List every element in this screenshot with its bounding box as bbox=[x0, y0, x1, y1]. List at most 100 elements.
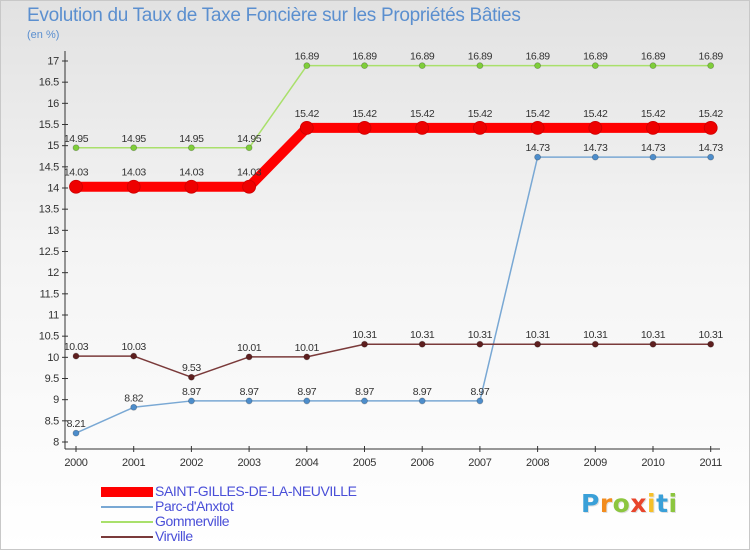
y-tick-label: 8.5 bbox=[45, 415, 60, 427]
series-point-0 bbox=[588, 120, 603, 135]
series-point-2 bbox=[591, 62, 599, 70]
logo-letter: P bbox=[581, 489, 600, 518]
logo-letter: r bbox=[599, 489, 613, 518]
series-point-0 bbox=[703, 120, 718, 135]
data-label: 10.31 bbox=[525, 329, 550, 341]
series-point-0 bbox=[126, 179, 141, 194]
x-tick-label: 2002 bbox=[180, 457, 203, 469]
data-label: 8.97 bbox=[355, 386, 374, 398]
data-label: 14.03 bbox=[64, 167, 89, 179]
data-label: 15.42 bbox=[295, 108, 320, 120]
series-point-1 bbox=[245, 397, 253, 405]
x-tick-label: 2010 bbox=[641, 457, 664, 469]
y-tick-label: 13 bbox=[47, 225, 59, 237]
x-tick-label: 2008 bbox=[526, 457, 549, 469]
y-tick-label: 10 bbox=[47, 352, 59, 364]
data-label: 10.31 bbox=[352, 329, 377, 341]
y-tick-label: 8 bbox=[53, 437, 59, 449]
series-point-3 bbox=[418, 340, 426, 348]
logo-letter: i bbox=[647, 489, 657, 518]
x-tick-label: 2006 bbox=[411, 457, 434, 469]
data-label: 8.97 bbox=[470, 386, 489, 398]
data-label: 16.89 bbox=[352, 51, 377, 63]
data-label: 10.31 bbox=[468, 329, 493, 341]
logo-letter: x bbox=[630, 489, 647, 518]
y-tick-label: 12 bbox=[47, 267, 59, 279]
y-tick-label: 17 bbox=[47, 56, 59, 68]
series-point-2 bbox=[72, 144, 80, 152]
data-label: 15.42 bbox=[352, 108, 377, 120]
series-point-1 bbox=[707, 153, 715, 161]
y-tick-label: 12.5 bbox=[39, 246, 59, 258]
y-tick-label: 10.5 bbox=[39, 331, 59, 343]
data-label: 10.01 bbox=[295, 342, 320, 354]
series-point-1 bbox=[591, 153, 599, 161]
series-point-0 bbox=[472, 120, 487, 135]
data-label: 15.42 bbox=[410, 108, 435, 120]
data-label: 14.73 bbox=[699, 142, 724, 154]
proxiti-logo: Proxiti bbox=[581, 489, 678, 518]
y-tick-label: 15 bbox=[47, 140, 59, 152]
data-label: 14.95 bbox=[237, 133, 262, 145]
y-tick-label: 11 bbox=[48, 310, 59, 322]
series-point-2 bbox=[187, 144, 195, 152]
data-label: 14.95 bbox=[64, 133, 89, 145]
series-point-3 bbox=[534, 340, 541, 348]
series-point-2 bbox=[245, 144, 253, 152]
y-tick-label: 11.5 bbox=[40, 288, 60, 300]
data-label: 16.89 bbox=[410, 51, 435, 63]
data-label: 15.42 bbox=[699, 108, 724, 120]
data-label: 10.31 bbox=[699, 329, 724, 341]
y-tick-label: 14.5 bbox=[39, 161, 59, 173]
data-label: 10.03 bbox=[64, 341, 89, 353]
x-tick-label: 2011 bbox=[699, 457, 722, 469]
data-label: 14.03 bbox=[179, 167, 204, 179]
data-label: 14.73 bbox=[525, 142, 550, 154]
data-label: 8.97 bbox=[182, 386, 201, 398]
data-label: 15.42 bbox=[525, 108, 550, 120]
series-point-1 bbox=[187, 397, 195, 405]
x-tick-label: 2009 bbox=[584, 457, 607, 469]
logo-letter: i bbox=[668, 489, 678, 518]
series-line-3 bbox=[75, 343, 712, 378]
chart-title: Evolution du Taux de Taxe Foncière sur l… bbox=[27, 5, 521, 26]
series-point-1 bbox=[649, 153, 657, 161]
series-point-2 bbox=[418, 62, 426, 70]
series-point-2 bbox=[361, 62, 368, 70]
x-tick-label: 2007 bbox=[468, 457, 491, 469]
series-point-1 bbox=[72, 429, 80, 437]
series-point-0 bbox=[646, 120, 660, 135]
data-label: 15.42 bbox=[641, 108, 666, 120]
series-point-0 bbox=[69, 179, 83, 194]
data-label: 14.03 bbox=[237, 167, 262, 179]
series-point-0 bbox=[184, 179, 199, 194]
data-label: 14.73 bbox=[583, 142, 608, 154]
series-point-3 bbox=[361, 340, 368, 348]
data-label: 8.82 bbox=[124, 392, 143, 404]
data-label: 15.42 bbox=[468, 108, 493, 120]
series-point-2 bbox=[303, 62, 311, 70]
series-point-3 bbox=[476, 340, 484, 348]
series-point-0 bbox=[530, 120, 545, 135]
data-label: 10.01 bbox=[237, 342, 262, 354]
data-label: 8.21 bbox=[67, 418, 86, 430]
legend-swatch bbox=[101, 506, 153, 508]
series-point-3 bbox=[303, 353, 311, 361]
y-tick-label: 16.5 bbox=[39, 77, 59, 89]
data-label: 16.89 bbox=[641, 51, 666, 63]
series-point-3 bbox=[591, 340, 599, 348]
data-label: 8.97 bbox=[240, 386, 259, 398]
series-line-1 bbox=[75, 156, 712, 434]
legend-label: SAINT-GILLES-DE-LA-NEUVILLE bbox=[155, 483, 357, 499]
x-tick-label: 2005 bbox=[353, 457, 376, 469]
data-label: 14.95 bbox=[122, 133, 147, 145]
data-label: 16.89 bbox=[525, 51, 550, 63]
legend-swatch bbox=[101, 536, 153, 538]
legend-label: Gommerville bbox=[155, 513, 230, 529]
series-point-3 bbox=[707, 340, 715, 348]
data-label: 16.89 bbox=[468, 51, 493, 63]
series-point-0 bbox=[357, 120, 372, 135]
data-label: 14.95 bbox=[179, 133, 204, 145]
